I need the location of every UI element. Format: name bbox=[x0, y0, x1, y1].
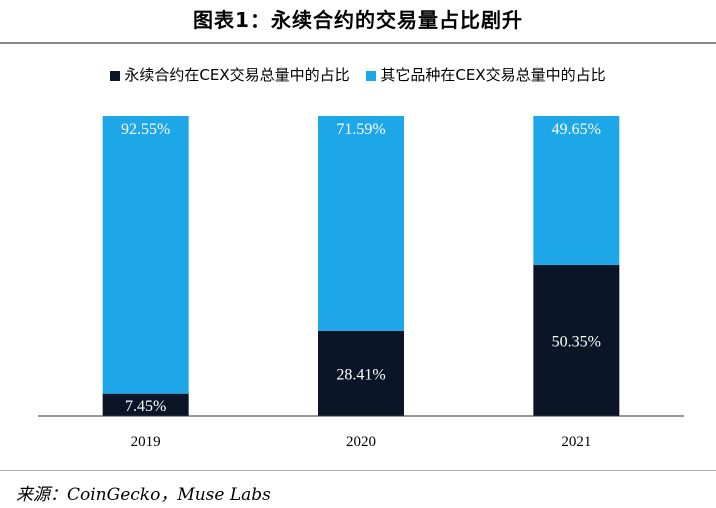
bar-segment-2020-series-0 bbox=[318, 330, 404, 416]
legend-label-perpetual: 永续合约在CEX交易总量中的占比 bbox=[124, 66, 350, 84]
legend-swatch-perpetual bbox=[110, 70, 121, 81]
legend-item-perpetual: 永续合约在CEX交易总量中的占比 bbox=[110, 64, 350, 85]
bar-segment-2020-series-1 bbox=[318, 116, 404, 331]
bar-segment-2019-series-0 bbox=[102, 393, 189, 416]
data-label-2020-series-1: 71.59% bbox=[336, 121, 385, 138]
data-label-2021-series-0: 50.35% bbox=[552, 333, 601, 350]
x-tick-label-2021: 2021 bbox=[561, 434, 591, 450]
x-tick-label-2019: 2019 bbox=[131, 434, 161, 450]
source-note: 来源：CoinGecko，Muse Labs bbox=[16, 485, 271, 505]
bar-segment-2021-series-1 bbox=[533, 116, 620, 265]
legend: 永续合约在CEX交易总量中的占比 其它品种在CEX交易总量中的占比 bbox=[0, 64, 716, 85]
source-divider bbox=[0, 470, 716, 471]
chart-title: 图表1：永续合约的交易量占比剧升 bbox=[193, 8, 523, 32]
stacked-bar-chart: 7.45% 92.55% 2019 28.41% 71.59% 2020 50.35% 49.… bbox=[38, 116, 684, 450]
legend-item-other: 其它品种在CEX交易总量中的占比 bbox=[366, 64, 606, 85]
data-label-2019-series-0: 7.45% bbox=[125, 398, 166, 415]
legend-label-other: 其它品种在CEX交易总量中的占比 bbox=[380, 66, 606, 84]
legend-swatch-other bbox=[366, 70, 377, 81]
data-label-2020-series-0: 28.41% bbox=[336, 366, 385, 383]
bar-segment-2019-series-1 bbox=[102, 116, 189, 394]
title-divider bbox=[0, 42, 716, 44]
data-label-2021-series-1: 49.65% bbox=[552, 121, 601, 138]
x-tick-label-2020: 2020 bbox=[346, 434, 376, 450]
bar-segment-2021-series-0 bbox=[533, 264, 620, 416]
data-label-2019-series-1: 92.55% bbox=[121, 121, 170, 138]
